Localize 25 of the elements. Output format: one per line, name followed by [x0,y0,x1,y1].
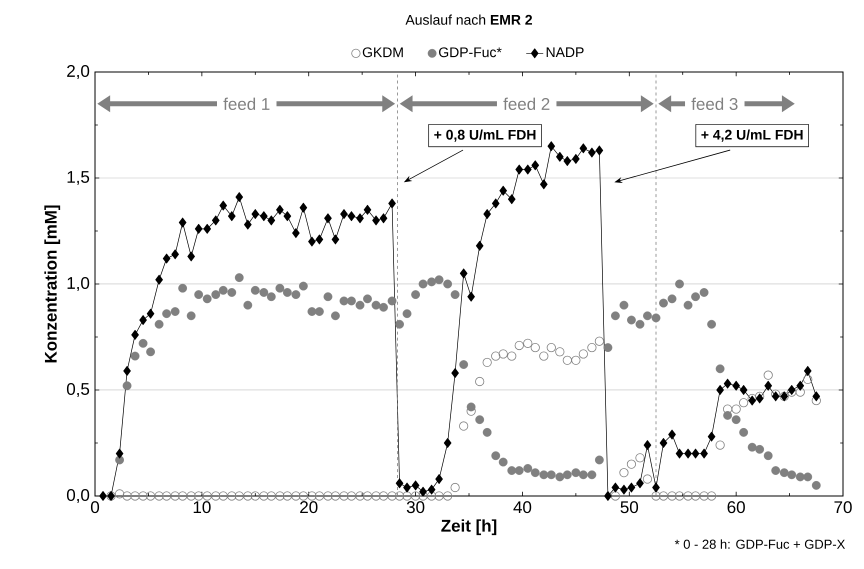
x-tick-label: 30 [406,501,424,514]
y-axis-title: Konzentration [mM] [44,205,60,362]
x-tick-label: 10 [194,501,211,514]
x-tick-label: 20 [300,501,318,514]
chart-title: Auslauf nach EMR 2 [405,14,532,25]
y-tick-label: 0,0 [66,488,90,503]
x-tick-label: 70 [834,501,852,514]
x-tick-label: 40 [513,501,532,514]
legend-label: GDP-Fuc* [439,47,502,58]
annotation: + 4,2 U/mL FDH [701,129,803,142]
y-tick-label: 0,5 [66,382,90,397]
x-tick-label: 0 [90,501,100,514]
annotation: feed 3 [691,98,738,110]
x-tick-label: 60 [728,501,745,514]
y-tick-label: 2,0 [67,64,90,79]
annotation: feed 2 [503,98,550,110]
x-axis-title: Zeit [h] [441,519,496,536]
text: * 0 - 28 h: GDP-Fuc + GDP-X [674,539,846,549]
legend-label: GKDM [362,47,403,58]
annotation: feed 1 [223,98,270,110]
x-tick-label: 50 [620,501,638,514]
annotation: + 0,8 U/mL FDH [434,129,536,142]
y-tick-label: 1,0 [68,276,90,291]
legend-label: NADP [546,47,584,58]
y-tick-label: 1,5 [68,171,90,185]
